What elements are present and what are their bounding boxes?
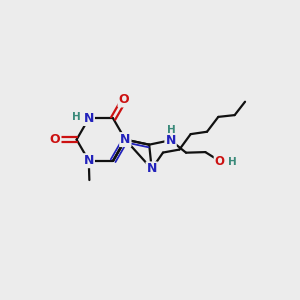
Text: N: N: [165, 134, 176, 147]
Text: H: H: [167, 124, 176, 134]
Text: N: N: [146, 162, 157, 176]
Text: N: N: [120, 133, 130, 146]
Text: H: H: [228, 157, 236, 167]
Text: N: N: [84, 112, 94, 125]
Text: O: O: [118, 94, 129, 106]
Text: N: N: [84, 154, 94, 167]
Text: O: O: [50, 133, 61, 146]
Text: O: O: [214, 154, 225, 167]
Text: H: H: [72, 112, 81, 122]
